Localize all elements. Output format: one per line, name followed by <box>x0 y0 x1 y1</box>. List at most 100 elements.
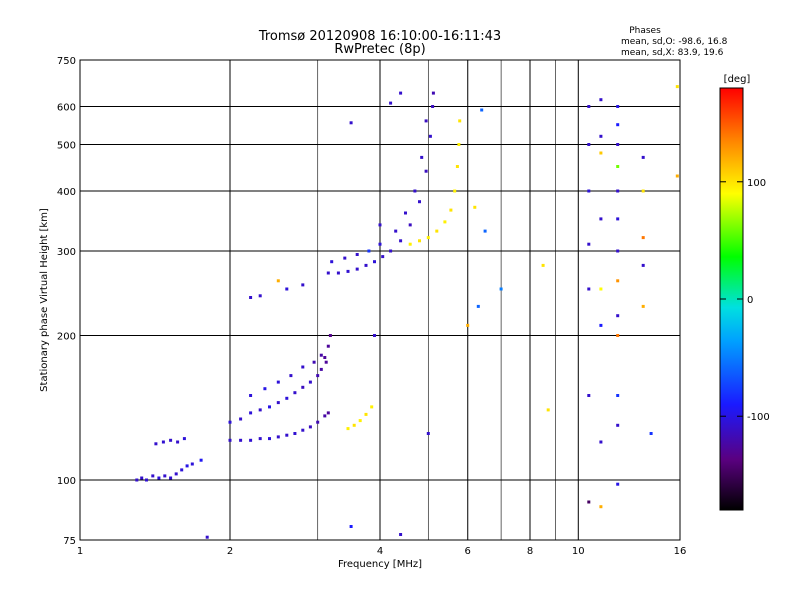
data-point <box>180 468 184 472</box>
colorbar: [deg] 100 0 -100 <box>719 74 770 511</box>
phase-summary: Phases mean, sd,O: -98.6, 16.8 mean, sd,… <box>621 26 728 58</box>
data-point <box>301 283 305 287</box>
data-point <box>587 394 591 397</box>
data-point <box>616 105 620 108</box>
data-point <box>301 365 305 369</box>
data-point <box>301 428 305 432</box>
data-point <box>145 478 148 482</box>
y-tick-label: 300 <box>57 247 76 258</box>
data-point <box>151 474 155 478</box>
data-point <box>228 420 232 424</box>
data-point <box>169 438 173 442</box>
data-point <box>249 296 253 299</box>
data-point <box>399 91 403 95</box>
data-point <box>135 478 139 482</box>
data-point <box>343 256 347 260</box>
data-point <box>599 323 603 327</box>
data-point <box>276 279 280 283</box>
data-point <box>616 143 620 146</box>
data-point <box>418 239 421 243</box>
colorbar-label: [deg] <box>724 74 751 85</box>
data-point <box>326 344 330 348</box>
data-point <box>499 287 503 291</box>
x-tick-label: 8 <box>527 546 533 557</box>
data-point <box>546 408 550 412</box>
data-point <box>308 425 312 429</box>
data-point <box>199 458 203 462</box>
data-point <box>599 505 603 509</box>
data-point <box>616 279 620 283</box>
data-point <box>431 105 435 108</box>
data-point <box>364 263 368 267</box>
data-point <box>323 356 327 359</box>
data-point <box>157 476 161 480</box>
data-point <box>476 304 480 308</box>
data-point <box>239 417 243 421</box>
x-axis: 1 2 4 6 8 10 16 <box>77 546 687 557</box>
data-point <box>378 223 382 227</box>
data-point <box>355 267 359 271</box>
data-point <box>364 412 368 416</box>
chart-subtitle: RwPretec (8p) <box>334 42 425 57</box>
data-point <box>276 401 280 405</box>
data-point <box>373 260 376 264</box>
data-point <box>587 242 591 246</box>
data-point <box>389 249 393 253</box>
data-point <box>389 101 393 105</box>
data-point <box>355 253 359 256</box>
colorbar-ticks: 100 0 -100 <box>720 178 770 423</box>
y-tick-label: 400 <box>57 187 76 198</box>
data-point <box>587 105 591 108</box>
data-point <box>616 249 620 253</box>
data-point <box>258 408 262 412</box>
data-point <box>473 205 477 209</box>
data-point <box>541 263 545 267</box>
x-tick-label: 4 <box>377 546 383 557</box>
data-point <box>399 239 403 243</box>
y-axis: 75 100 200 300 400 500 600 750 <box>57 56 76 547</box>
data-point <box>185 464 189 468</box>
data-point <box>349 121 353 125</box>
x-axis-label: Frequency [MHz] <box>338 559 422 570</box>
data-point <box>616 165 620 168</box>
data-point <box>616 217 620 221</box>
data-point <box>228 438 232 442</box>
data-point <box>381 255 385 259</box>
data-point <box>293 432 297 435</box>
data-point <box>258 294 262 298</box>
data-point <box>285 433 289 437</box>
data-point <box>346 269 350 273</box>
data-point <box>276 435 280 439</box>
y-axis-label: Stationary phase Virtual Height [km] <box>39 208 50 392</box>
colorbar-tick-label: 0 <box>747 295 753 306</box>
data-point <box>616 123 620 127</box>
data-point <box>408 242 412 246</box>
data-point <box>599 134 603 138</box>
data-point <box>352 423 356 427</box>
data-point <box>319 367 323 371</box>
data-point <box>455 165 459 168</box>
data-point <box>378 242 382 246</box>
data-point <box>616 423 620 427</box>
data-point <box>370 405 374 409</box>
data-point <box>176 440 180 444</box>
data-point <box>394 229 398 233</box>
data-point <box>483 229 487 233</box>
data-point <box>268 405 271 409</box>
data-point <box>616 482 620 486</box>
data-point <box>268 437 271 441</box>
data-point <box>308 380 312 384</box>
data-point <box>616 189 620 193</box>
data-point <box>239 438 243 442</box>
y-tick-label: 200 <box>57 332 76 343</box>
x-tick-label: 2 <box>227 546 233 557</box>
data-point <box>420 155 424 159</box>
data-point <box>258 437 262 441</box>
data-point <box>426 432 430 435</box>
data-point <box>458 119 462 123</box>
data-point <box>285 287 289 291</box>
data-point <box>587 287 591 291</box>
y-tick-label: 600 <box>57 103 76 114</box>
data-point <box>428 134 432 138</box>
data-point <box>641 155 645 159</box>
